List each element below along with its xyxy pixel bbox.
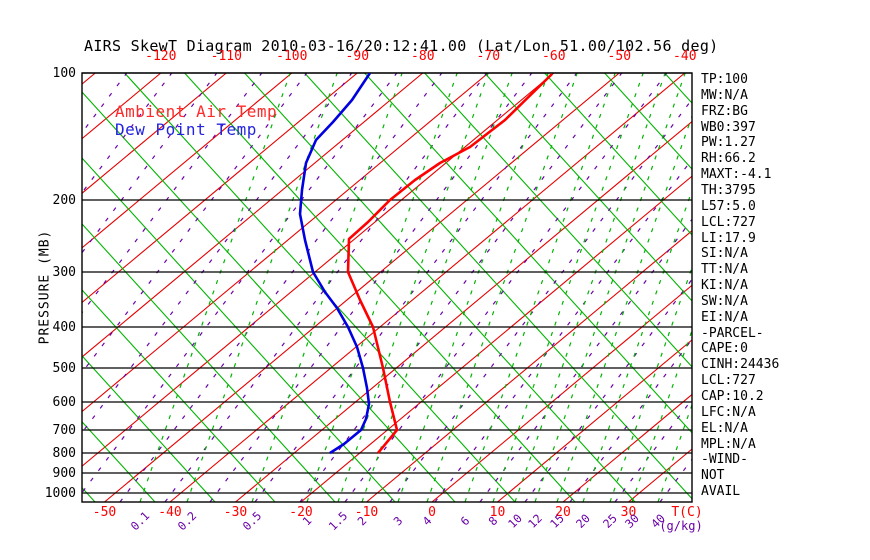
mixing-ratio-line <box>337 73 489 502</box>
right-panel-item: LI:17.9 <box>701 230 756 246</box>
dry-adiabat-line <box>543 73 692 236</box>
isotherm-line <box>235 120 692 502</box>
right-panel-item: -WIND- <box>701 452 748 468</box>
dewpoint-profile-curve <box>298 73 372 455</box>
dry-adiabat-line <box>183 73 576 502</box>
plot-legend: Ambient Air Temp Dew Point Temp <box>115 103 277 139</box>
isotherm-line <box>497 339 692 502</box>
mixing-ratio-line <box>514 73 666 502</box>
dry-adiabat-line <box>82 223 336 502</box>
pressure-tick-label: 500 <box>52 361 76 376</box>
dry-adiabat-line <box>363 73 692 434</box>
isotherm-line <box>82 73 424 358</box>
plot-frame <box>81 72 693 503</box>
pressure-tick-label: 800 <box>52 446 76 461</box>
mixing-unit-label: (g/kg) <box>659 519 703 533</box>
right-panel-item: PW:1.27 <box>701 135 756 151</box>
isotherm-line <box>431 284 692 502</box>
chart-title: AIRS SkewT Diagram 2010-03-16/20:12:41.0… <box>84 37 719 55</box>
pressure-tick-label: 900 <box>52 466 76 481</box>
bottom-temp-label: -30 <box>223 505 248 520</box>
right-panel-item: TH:3795 <box>701 182 756 198</box>
pressure-tick-label: 700 <box>52 423 76 438</box>
right-panel-item: LCL:727 <box>701 214 756 230</box>
right-panel-item: MPL:N/A <box>701 436 756 452</box>
bottom-temp-label: -20 <box>289 505 313 520</box>
dry-adiabat-line <box>82 157 396 502</box>
temperature-profile-curve <box>346 73 553 454</box>
mixing-ratio-line <box>492 73 644 502</box>
right-panel-item: TT:N/A <box>701 262 748 278</box>
pressure-tick-label: 300 <box>52 265 76 280</box>
mixing-ratio-line <box>426 73 578 502</box>
top-temp-label: -50 <box>607 49 632 64</box>
legend-dew-point-temp: Dew Point Temp <box>115 120 257 139</box>
dry-adiabat-line <box>303 73 692 500</box>
bottom-temp-label: -40 <box>158 505 182 520</box>
mixing-ratio-line <box>306 73 458 502</box>
dry-adiabat-line <box>123 73 516 502</box>
bottom-temp-label: -10 <box>354 505 379 520</box>
pressure-tick-label: 600 <box>52 395 76 410</box>
dry-adiabat-line <box>82 355 216 502</box>
dry-adiabat-line <box>603 73 692 170</box>
right-panel-item: LCL:727 <box>701 373 756 389</box>
top-temp-label: -70 <box>476 49 501 64</box>
right-panel-item: WB0:397 <box>701 119 756 135</box>
isotherm-line <box>82 73 489 413</box>
right-panel-item: CAPE:0 <box>701 341 748 357</box>
right-panel-item: EI:N/A <box>701 309 748 325</box>
right-panel-item: AVAIL <box>701 484 741 500</box>
top-temp-label: -120 <box>145 49 177 64</box>
right-panel-item: CAP:10.2 <box>701 389 764 404</box>
right-panel-item: KI:N/A <box>701 278 748 294</box>
right-panel-item: -PARCEL- <box>701 325 764 341</box>
pressure-tick-label: 400 <box>52 320 76 335</box>
isotherm-line <box>82 73 293 249</box>
right-panel-item: SI:N/A <box>701 246 748 262</box>
isotherm-line <box>82 73 358 304</box>
dry-adiabat-line <box>82 91 456 502</box>
profile-curves <box>298 73 553 455</box>
right-panel-item: TP:100 <box>701 72 748 87</box>
dry-adiabat-line <box>423 73 692 368</box>
top-temp-label: -60 <box>542 49 566 64</box>
top-temp-label: -100 <box>276 49 308 64</box>
dry-adiabat-line <box>243 73 636 502</box>
dry-adiabat-line <box>82 289 276 502</box>
right-panel-item: EL:N/A <box>701 420 748 436</box>
dry-adiabat-line <box>483 73 692 302</box>
temp-unit-label: T(C) <box>671 505 703 520</box>
bottom-temp-label: 0 <box>428 505 436 520</box>
pressure-tick-label: 1000 <box>44 486 76 501</box>
bottom-temp-label: 20 <box>555 505 571 520</box>
bottom-temp-label: 30 <box>620 505 637 520</box>
top-temp-label: -90 <box>345 49 370 64</box>
mixing-ratio-line <box>397 73 549 502</box>
right-panel-item: MAXT:-4.1 <box>701 167 772 183</box>
top-temp-label: -80 <box>411 49 435 64</box>
right-panel-item: FRZ:BG <box>701 103 748 119</box>
top-temp-label: -110 <box>210 49 242 64</box>
right-panel-item: LFC:N/A <box>701 404 756 420</box>
right-panel-item: RH:66.2 <box>701 151 756 167</box>
bottom-temp-label: 10 <box>489 505 506 520</box>
right-panel-item: MW:N/A <box>701 87 748 103</box>
right-panel-item: L57:5.0 <box>701 198 756 214</box>
pressure-tick-label: 100 <box>52 66 76 81</box>
right-panel-item: NOT <box>701 468 725 484</box>
mixing-ratio-line <box>464 73 616 502</box>
pressure-tick-label: 200 <box>52 193 76 208</box>
right-panel-item: CINH:24436 <box>701 357 780 373</box>
isotherm-line <box>82 73 227 194</box>
legend-ambient-air-temp: Ambient Air Temp <box>115 102 278 121</box>
top-temp-label: -40 <box>673 49 697 64</box>
dry-adiabat-line <box>82 420 156 502</box>
right-panel-item: SW:N/A <box>701 293 748 309</box>
bottom-temp-label: -50 <box>92 505 117 520</box>
mixing-ratio-line <box>361 73 513 502</box>
